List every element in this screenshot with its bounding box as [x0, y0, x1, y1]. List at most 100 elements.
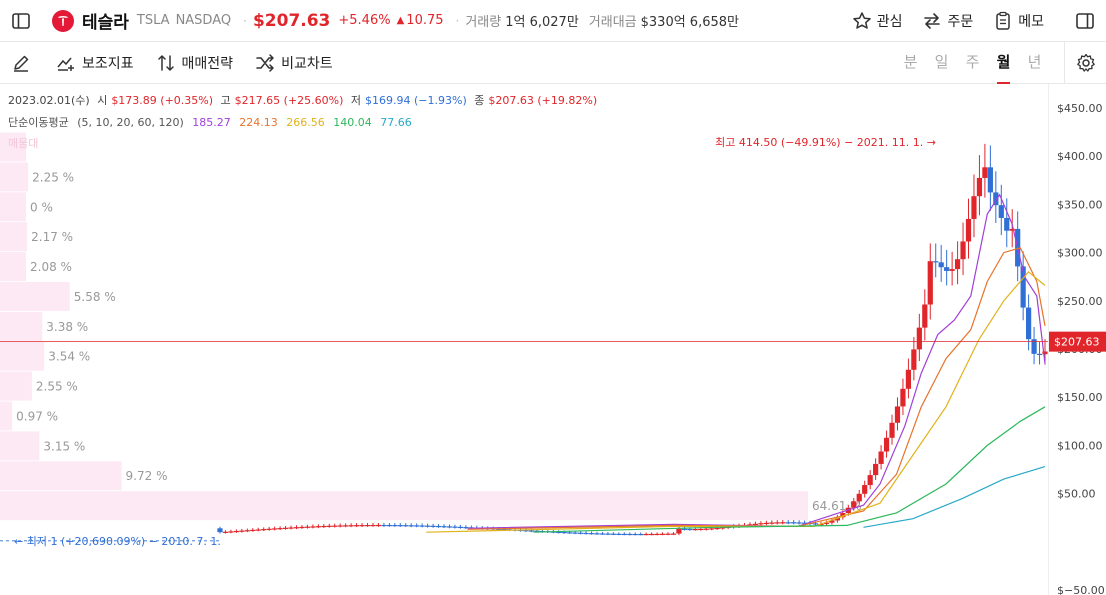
candle-body — [528, 530, 535, 532]
candle-body — [370, 524, 376, 527]
candle-body — [769, 522, 775, 524]
candle-body — [446, 526, 453, 528]
candle-body — [752, 523, 759, 525]
y-axis-tick-label: $250.00 — [1057, 295, 1103, 308]
volume-value: 1억 6,027만 — [505, 15, 579, 30]
candle-body — [993, 192, 999, 206]
candle-body — [785, 522, 791, 524]
candle-body — [927, 261, 933, 305]
open-label: 시 — [97, 94, 108, 107]
chart-settings-button[interactable] — [1064, 42, 1106, 84]
volume-profile-bar — [0, 311, 43, 341]
candle-body — [1042, 351, 1048, 355]
volume-profile-label: 매물대 — [8, 137, 39, 150]
candle-body — [463, 527, 469, 529]
drawing-tool-button[interactable] — [0, 42, 42, 84]
candle-body — [862, 485, 868, 494]
current-price-tag — [1049, 331, 1106, 352]
candle-body — [277, 528, 283, 530]
candle-body — [244, 530, 250, 532]
current-price: $207.63 — [252, 10, 331, 31]
candle-body — [851, 501, 857, 508]
tab-day[interactable]: 일 — [934, 53, 949, 71]
gear-icon — [1076, 53, 1095, 72]
amount-label: 거래대금 — [588, 15, 637, 30]
watchlist-button[interactable]: 관심 — [852, 11, 902, 31]
header-actions: 관심 주문 메모 — [852, 0, 1106, 42]
candle-body — [605, 533, 611, 535]
candle-body — [960, 241, 966, 260]
order-button[interactable]: 주문 — [922, 11, 973, 31]
candle-body — [430, 525, 436, 527]
candle-body — [299, 526, 305, 529]
separator-dot: · — [243, 13, 247, 28]
tesla-logo — [52, 9, 74, 32]
y-axis-tick-label: $400.00 — [1057, 150, 1103, 163]
candle-body — [867, 475, 873, 486]
close-label: 종 — [474, 94, 485, 107]
indicators-button[interactable]: 보조지표 — [56, 53, 134, 73]
ma20-value: 266.56 — [286, 116, 325, 129]
candle-body — [987, 167, 993, 193]
volume-profile-bar — [0, 252, 27, 282]
candle-body — [364, 525, 371, 527]
volume-label: 거래량 — [465, 15, 502, 30]
right-panel-toggle-button[interactable] — [1064, 0, 1106, 42]
candle-body — [594, 533, 600, 535]
sidebar-icon — [12, 12, 30, 29]
candle-body — [293, 527, 300, 529]
candle-body — [643, 533, 649, 536]
compare-label: 비교차트 — [281, 55, 333, 72]
candle-body — [556, 531, 562, 533]
tab-week[interactable]: 주 — [965, 53, 980, 71]
tab-year[interactable]: 년 — [1027, 53, 1042, 71]
change-absolute: 10.75 — [406, 13, 444, 28]
tab-minute[interactable]: 분 — [903, 53, 918, 71]
candle-body — [654, 533, 660, 536]
candle-body — [457, 526, 463, 529]
candle-body — [834, 517, 840, 521]
stock-name: 테슬라 — [82, 13, 129, 33]
memo-button[interactable]: 메모 — [993, 11, 1044, 31]
candle-body — [561, 532, 567, 534]
candle-body — [883, 437, 890, 452]
panel-icon — [1076, 13, 1094, 29]
candle-body — [965, 218, 972, 242]
candle-body — [687, 528, 693, 531]
candle-body — [758, 523, 764, 525]
candle-body — [938, 262, 944, 268]
candle-body — [840, 513, 846, 518]
candle-body — [419, 525, 425, 527]
tab-month[interactable]: 월 — [988, 42, 1019, 84]
candle-body — [949, 269, 955, 271]
candle-body — [714, 527, 720, 530]
candle-body — [780, 522, 786, 524]
current-price-tag-label: $207.63 — [1054, 336, 1100, 349]
candle-body — [1031, 339, 1037, 354]
candle-body — [375, 524, 382, 527]
ohlc-date: 2023.02.01(수) — [8, 94, 90, 107]
memo-icon — [996, 11, 1010, 30]
candle-body — [998, 205, 1004, 218]
candle-body — [583, 532, 589, 535]
candle-body — [616, 533, 622, 535]
volume-profile-pct: 2.55 % — [36, 380, 78, 394]
candle-body — [922, 304, 928, 328]
volume-profile-pct: 2.17 % — [31, 230, 73, 244]
candle-body — [692, 529, 698, 531]
sidebar-toggle-button[interactable] — [0, 0, 42, 42]
candle-body — [534, 530, 540, 532]
candle-body — [1009, 228, 1015, 231]
strategy-button[interactable]: 매매전략 — [156, 53, 233, 73]
compare-button[interactable]: 비교차트 — [255, 53, 333, 73]
price-chart[interactable]: 2.25 % 0 % 2.17 % 2.08 % 5.58 % 3.38 % 3.54 % 2… — [0, 84, 1106, 595]
candle-body — [381, 524, 387, 527]
ma-line-120 — [863, 466, 1046, 528]
candle-body — [282, 527, 289, 529]
star-icon — [852, 12, 871, 29]
candle-body — [944, 267, 950, 271]
candle-body — [414, 525, 420, 527]
moving-average-legend[interactable]: 단순이동평균 (5, 10, 20, 60, 120) 185.27 224.1… — [8, 114, 417, 130]
candle-body — [873, 463, 879, 476]
candle-body — [802, 522, 808, 524]
